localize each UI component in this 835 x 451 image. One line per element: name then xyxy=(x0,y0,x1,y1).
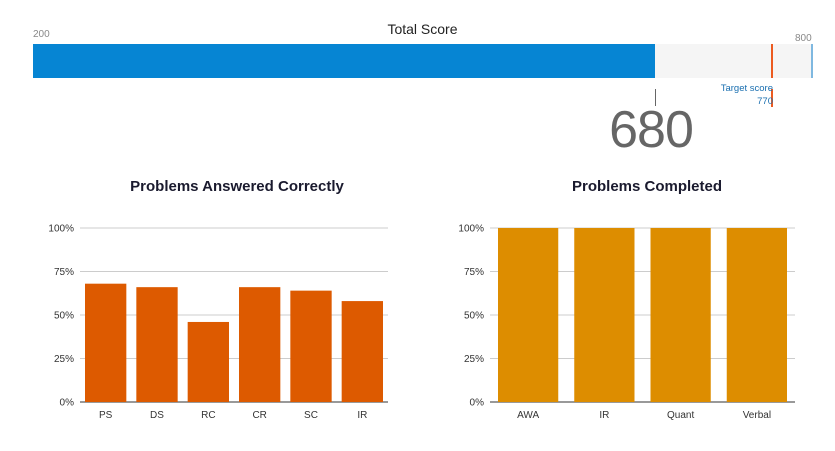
chart-title-correct: Problems Answered Correctly xyxy=(130,178,344,195)
y-tick-label: 100% xyxy=(48,224,74,235)
bar xyxy=(187,321,229,402)
y-tick-label: 75% xyxy=(464,267,484,278)
x-tick-label: RC xyxy=(201,410,215,421)
x-tick-label: Verbal xyxy=(743,410,771,421)
y-tick-label: 0% xyxy=(60,398,75,409)
x-tick-label: PS xyxy=(99,410,113,421)
total-score-title: Total Score xyxy=(387,21,458,37)
y-tick-label: 75% xyxy=(54,267,74,278)
bar xyxy=(341,301,383,402)
y-tick-label: 25% xyxy=(464,354,484,365)
y-tick-label: 0% xyxy=(470,398,485,409)
target-marker xyxy=(771,44,774,78)
x-tick-label: AWA xyxy=(517,410,539,421)
bar xyxy=(136,287,178,402)
x-tick-label: DS xyxy=(150,410,164,421)
bar xyxy=(290,290,332,402)
bar xyxy=(650,228,711,402)
y-tick-label: 100% xyxy=(458,224,484,235)
bar xyxy=(574,228,635,402)
y-tick-label: 50% xyxy=(464,311,484,322)
target-text: Target score 770 xyxy=(721,82,773,108)
bar xyxy=(726,228,787,402)
bar xyxy=(498,228,559,402)
bar xyxy=(239,287,281,402)
score-tick xyxy=(655,89,657,106)
score-min-label: 200 xyxy=(33,29,50,40)
target-value: 770 xyxy=(757,96,773,107)
y-tick-label: 25% xyxy=(54,354,74,365)
y-tick-label: 50% xyxy=(54,311,74,322)
chart-title-completed: Problems Completed xyxy=(571,178,723,195)
target-label: Target score xyxy=(720,83,773,94)
x-tick-label: CR xyxy=(252,410,266,421)
x-tick-label: SC xyxy=(304,410,318,421)
score-max-label: 800 xyxy=(795,33,812,44)
x-tick-label: IR xyxy=(599,410,609,421)
target-tick xyxy=(771,89,774,107)
x-tick-label: Quant xyxy=(667,410,694,421)
score-value: 680 xyxy=(609,101,694,159)
score-track xyxy=(33,44,813,78)
x-tick-label: IR xyxy=(357,410,367,421)
bar xyxy=(85,283,127,402)
score-fill xyxy=(33,44,656,78)
